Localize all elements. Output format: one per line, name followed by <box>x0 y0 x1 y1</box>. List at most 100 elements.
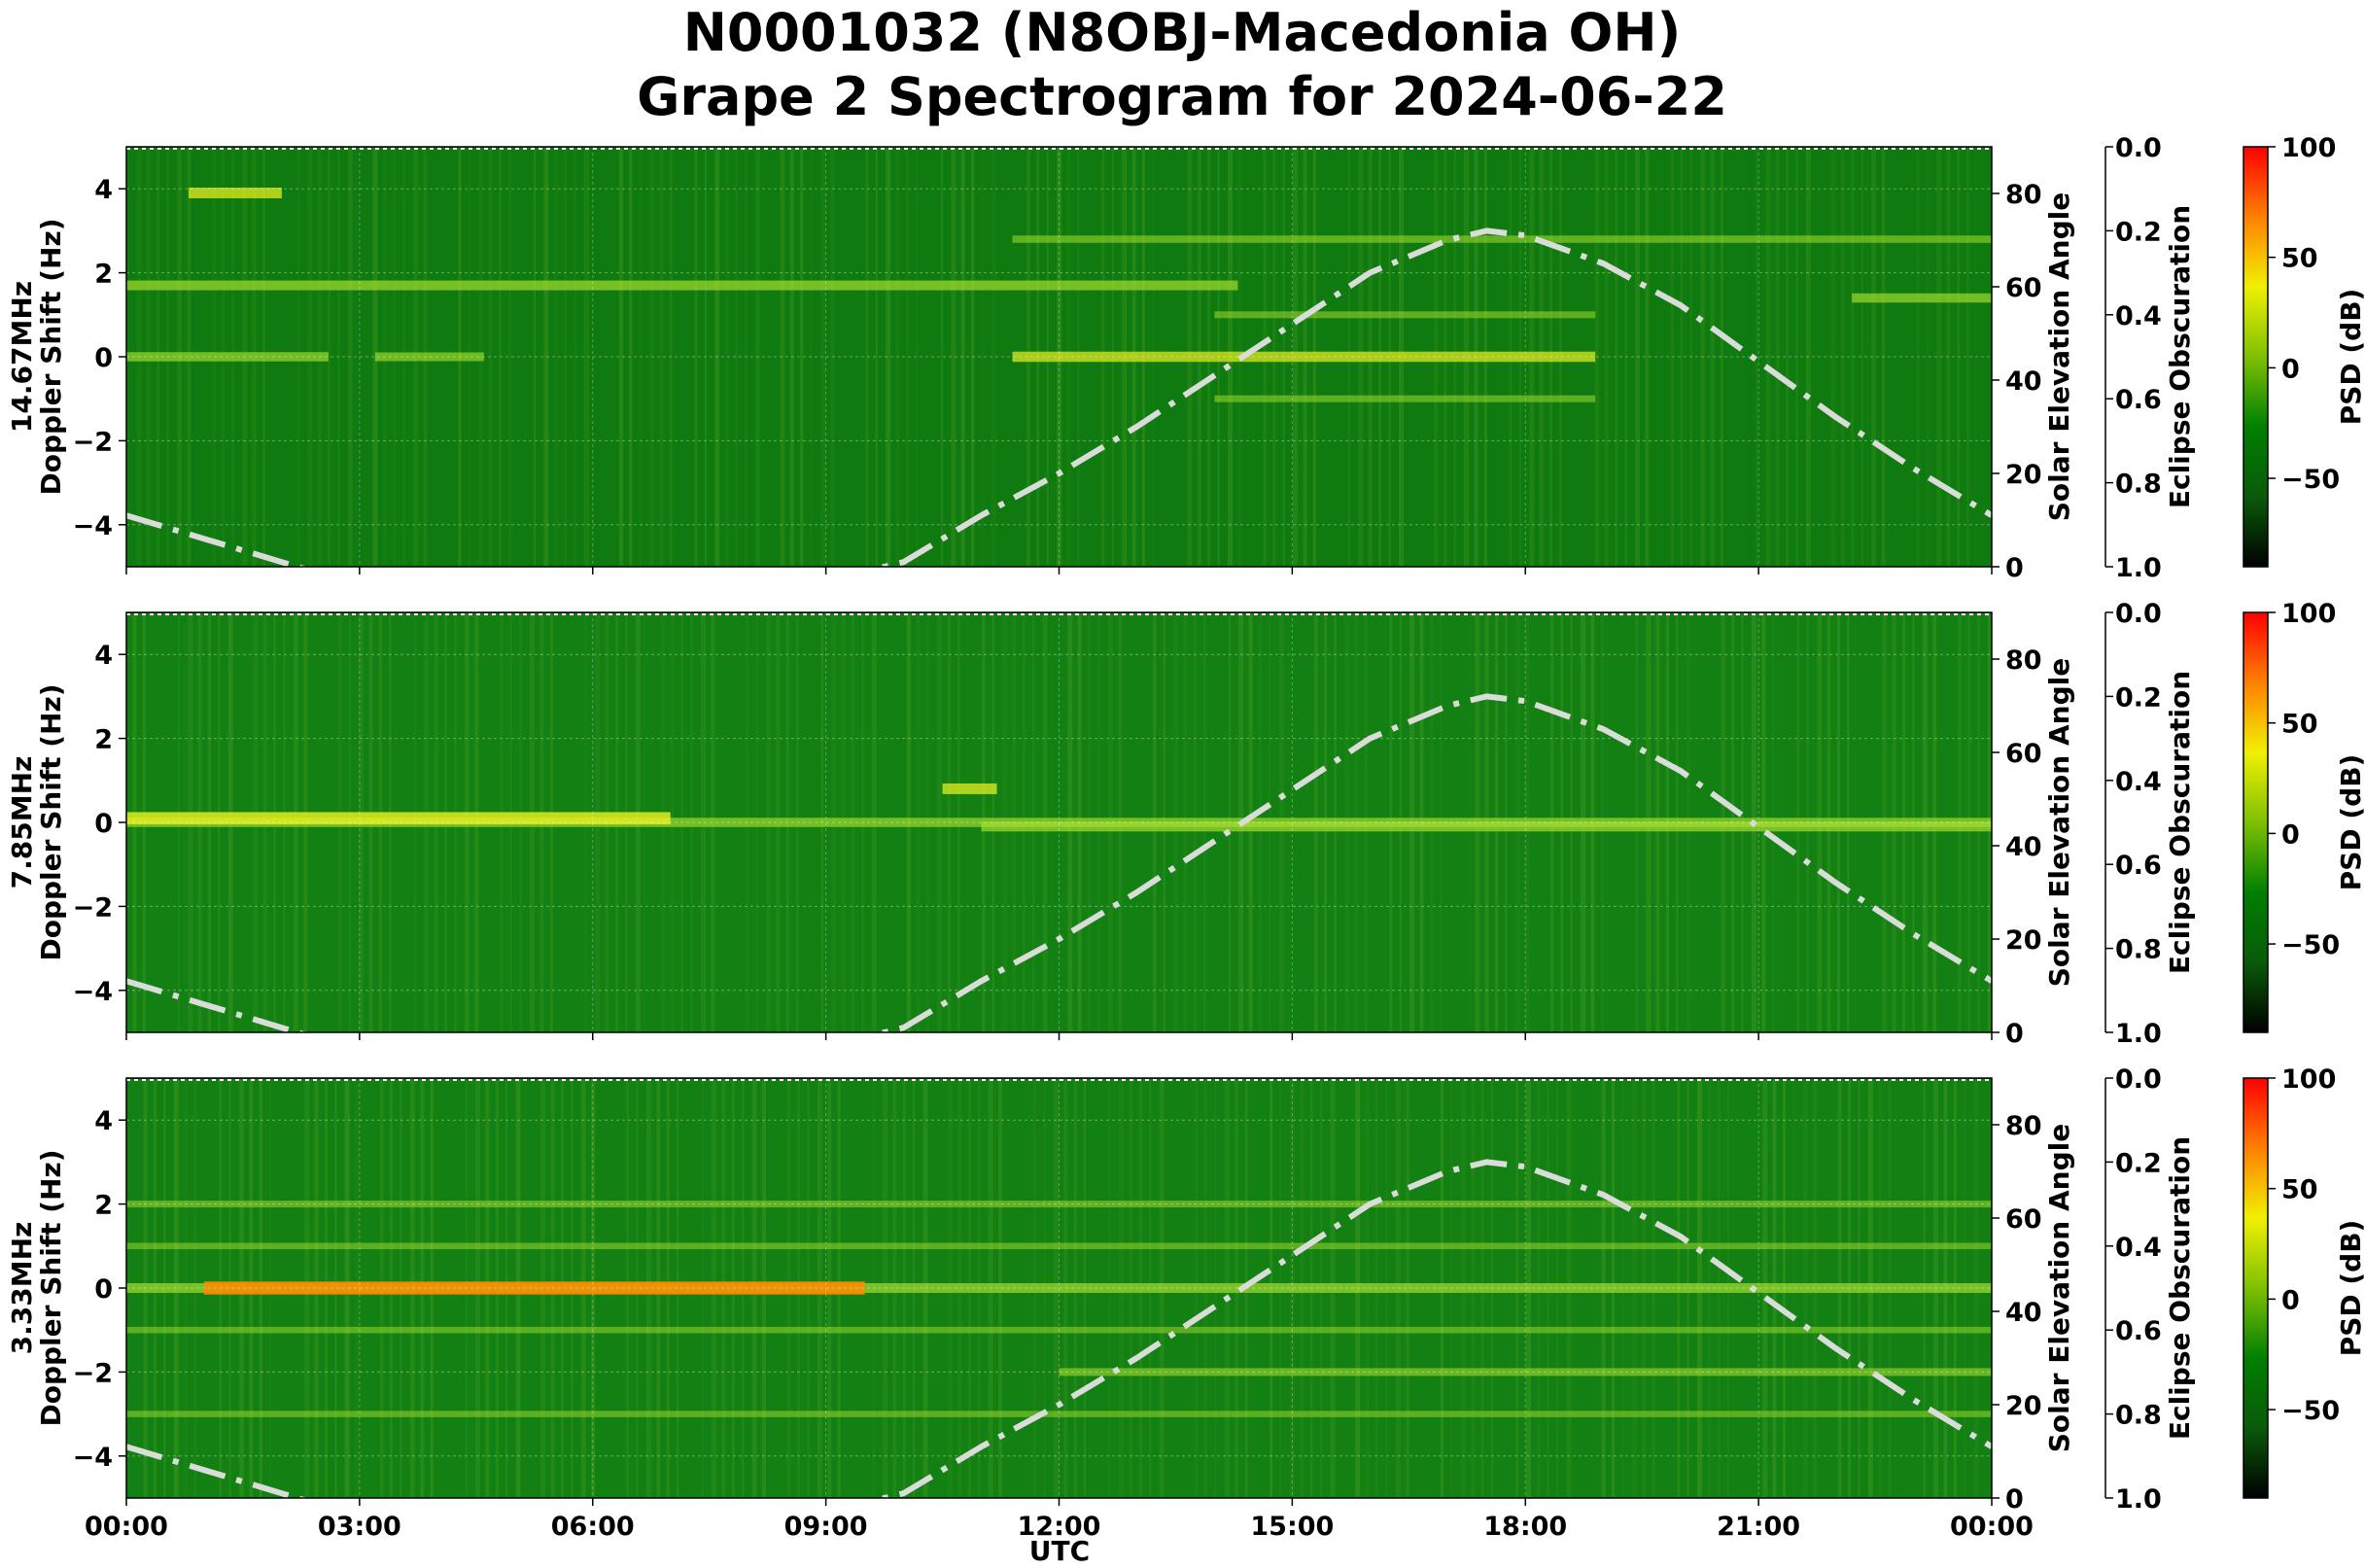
striation <box>1669 147 1674 567</box>
signal-trace <box>203 1281 865 1295</box>
colorbar <box>2243 611 2269 1033</box>
x-tick-label: 00:00 <box>1950 1512 2034 1542</box>
eclipse-tick-label: 1.0 <box>2115 1019 2162 1049</box>
y-tick-label: 2 <box>94 725 113 755</box>
eclipse-axis-label: Eclipse Obscuration <box>2164 205 2196 508</box>
eclipse-axis-label: Eclipse Obscuration <box>2164 1136 2196 1440</box>
panel-frequency-label: 14.67MHz <box>6 281 38 433</box>
signal-trace <box>374 352 484 362</box>
striation <box>347 147 353 567</box>
colorbar-tick-label: 50 <box>2281 244 2318 274</box>
striation <box>639 147 642 567</box>
striation <box>895 147 900 567</box>
eclipse-tick-label: 0.8 <box>2115 935 2162 965</box>
spectrogram-content <box>126 1078 1992 1498</box>
eclipse-tick-label: 0.6 <box>2115 385 2162 415</box>
striation <box>1966 147 1969 567</box>
right-axis-label: Solar Elevation Angle <box>2043 658 2075 987</box>
striation <box>488 147 493 567</box>
signal-trace <box>126 280 1238 291</box>
striation <box>916 147 919 567</box>
striation <box>1624 147 1627 567</box>
eclipse-tick-label: 0.8 <box>2115 470 2162 500</box>
eclipse-tick-label: 0.0 <box>2115 1064 2162 1095</box>
striation <box>1946 147 1951 567</box>
striation <box>940 147 943 567</box>
elevation-tick-label: 80 <box>2005 645 2042 676</box>
colorbar-tick-label: −50 <box>2281 465 2340 495</box>
striation <box>735 147 739 567</box>
signal-trace <box>126 1411 1992 1417</box>
striation <box>1805 147 1811 567</box>
striation <box>1916 147 1920 567</box>
y-axis-label: Doppler Shift (Hz) <box>35 683 67 960</box>
striation <box>971 147 975 567</box>
striation <box>1765 147 1771 567</box>
signal-trace <box>981 821 1992 832</box>
right-axis-label: Solar Elevation Angle <box>2043 192 2075 521</box>
y-tick-label: −2 <box>73 892 113 923</box>
colorbar <box>2243 146 2269 568</box>
colorbar-label: PSD (dB) <box>2335 289 2365 426</box>
striation <box>1957 147 1961 567</box>
x-tick-label: 21:00 <box>1717 1512 1800 1542</box>
striation <box>1700 147 1706 567</box>
striation <box>553 147 558 567</box>
striation <box>960 147 965 567</box>
y-tick-label: 4 <box>94 641 113 671</box>
right-axis-label: Solar Elevation Angle <box>2043 1124 2075 1452</box>
eclipse-tick-label: 1.0 <box>2115 1484 2162 1515</box>
eclipse-axis-label: Eclipse Obscuration <box>2164 671 2196 974</box>
striation <box>1840 147 1845 567</box>
colorbar-tick-label: 50 <box>2281 1175 2318 1205</box>
y-axis-label: Doppler Shift (Hz) <box>35 218 67 495</box>
striation <box>714 147 720 567</box>
chart-subtitle: Grape 2 Spectrogram for 2024-06-22 <box>637 66 1727 127</box>
striation <box>886 147 891 567</box>
elevation-tick-label: 20 <box>2005 925 2042 956</box>
eclipse-tick-label: 0.4 <box>2115 767 2162 797</box>
striation <box>704 147 707 567</box>
signal-trace <box>126 812 671 824</box>
striation <box>800 147 804 567</box>
signal-trace <box>1012 351 1596 363</box>
elevation-tick-label: 0 <box>2005 1484 2024 1515</box>
colorbar-tick-label: 0 <box>2281 1285 2300 1315</box>
signal-trace <box>1852 293 1992 303</box>
signal-trace <box>126 1326 1992 1334</box>
signal-trace <box>126 1242 1992 1250</box>
eclipse-tick-label: 0.2 <box>2115 217 2162 247</box>
striation <box>981 147 984 567</box>
striation <box>724 147 729 567</box>
y-tick-label: 2 <box>94 1191 113 1221</box>
striation <box>1689 147 1692 567</box>
signal-trace <box>126 352 329 362</box>
elevation-tick-label: 80 <box>2005 1111 2042 1141</box>
striation <box>1861 147 1863 567</box>
solar-elevation-curve <box>126 227 1992 567</box>
striation <box>1851 147 1855 567</box>
striation <box>564 147 568 567</box>
striation <box>508 147 511 567</box>
striation <box>659 147 664 567</box>
elevation-tick-label: 20 <box>2005 1391 2042 1421</box>
striation <box>1871 147 1877 567</box>
eclipse-tick-label: 0.6 <box>2115 1316 2162 1346</box>
eclipse-tick-label: 0.2 <box>2115 1148 2162 1178</box>
striation <box>649 147 655 567</box>
x-axis-label: UTC <box>1029 1535 1090 1567</box>
colorbar-tick-label: 0 <box>2281 819 2300 850</box>
striation <box>905 147 909 567</box>
colorbar-tick-label: 100 <box>2281 1064 2336 1095</box>
eclipse-tick-label: 0.6 <box>2115 851 2162 881</box>
striation <box>875 147 878 567</box>
striation <box>1720 147 1723 567</box>
striation <box>820 147 826 567</box>
colorbar-tick-label: 0 <box>2281 354 2300 384</box>
striation <box>1795 147 1798 567</box>
striation <box>618 147 623 567</box>
y-tick-label: −2 <box>73 1358 113 1388</box>
